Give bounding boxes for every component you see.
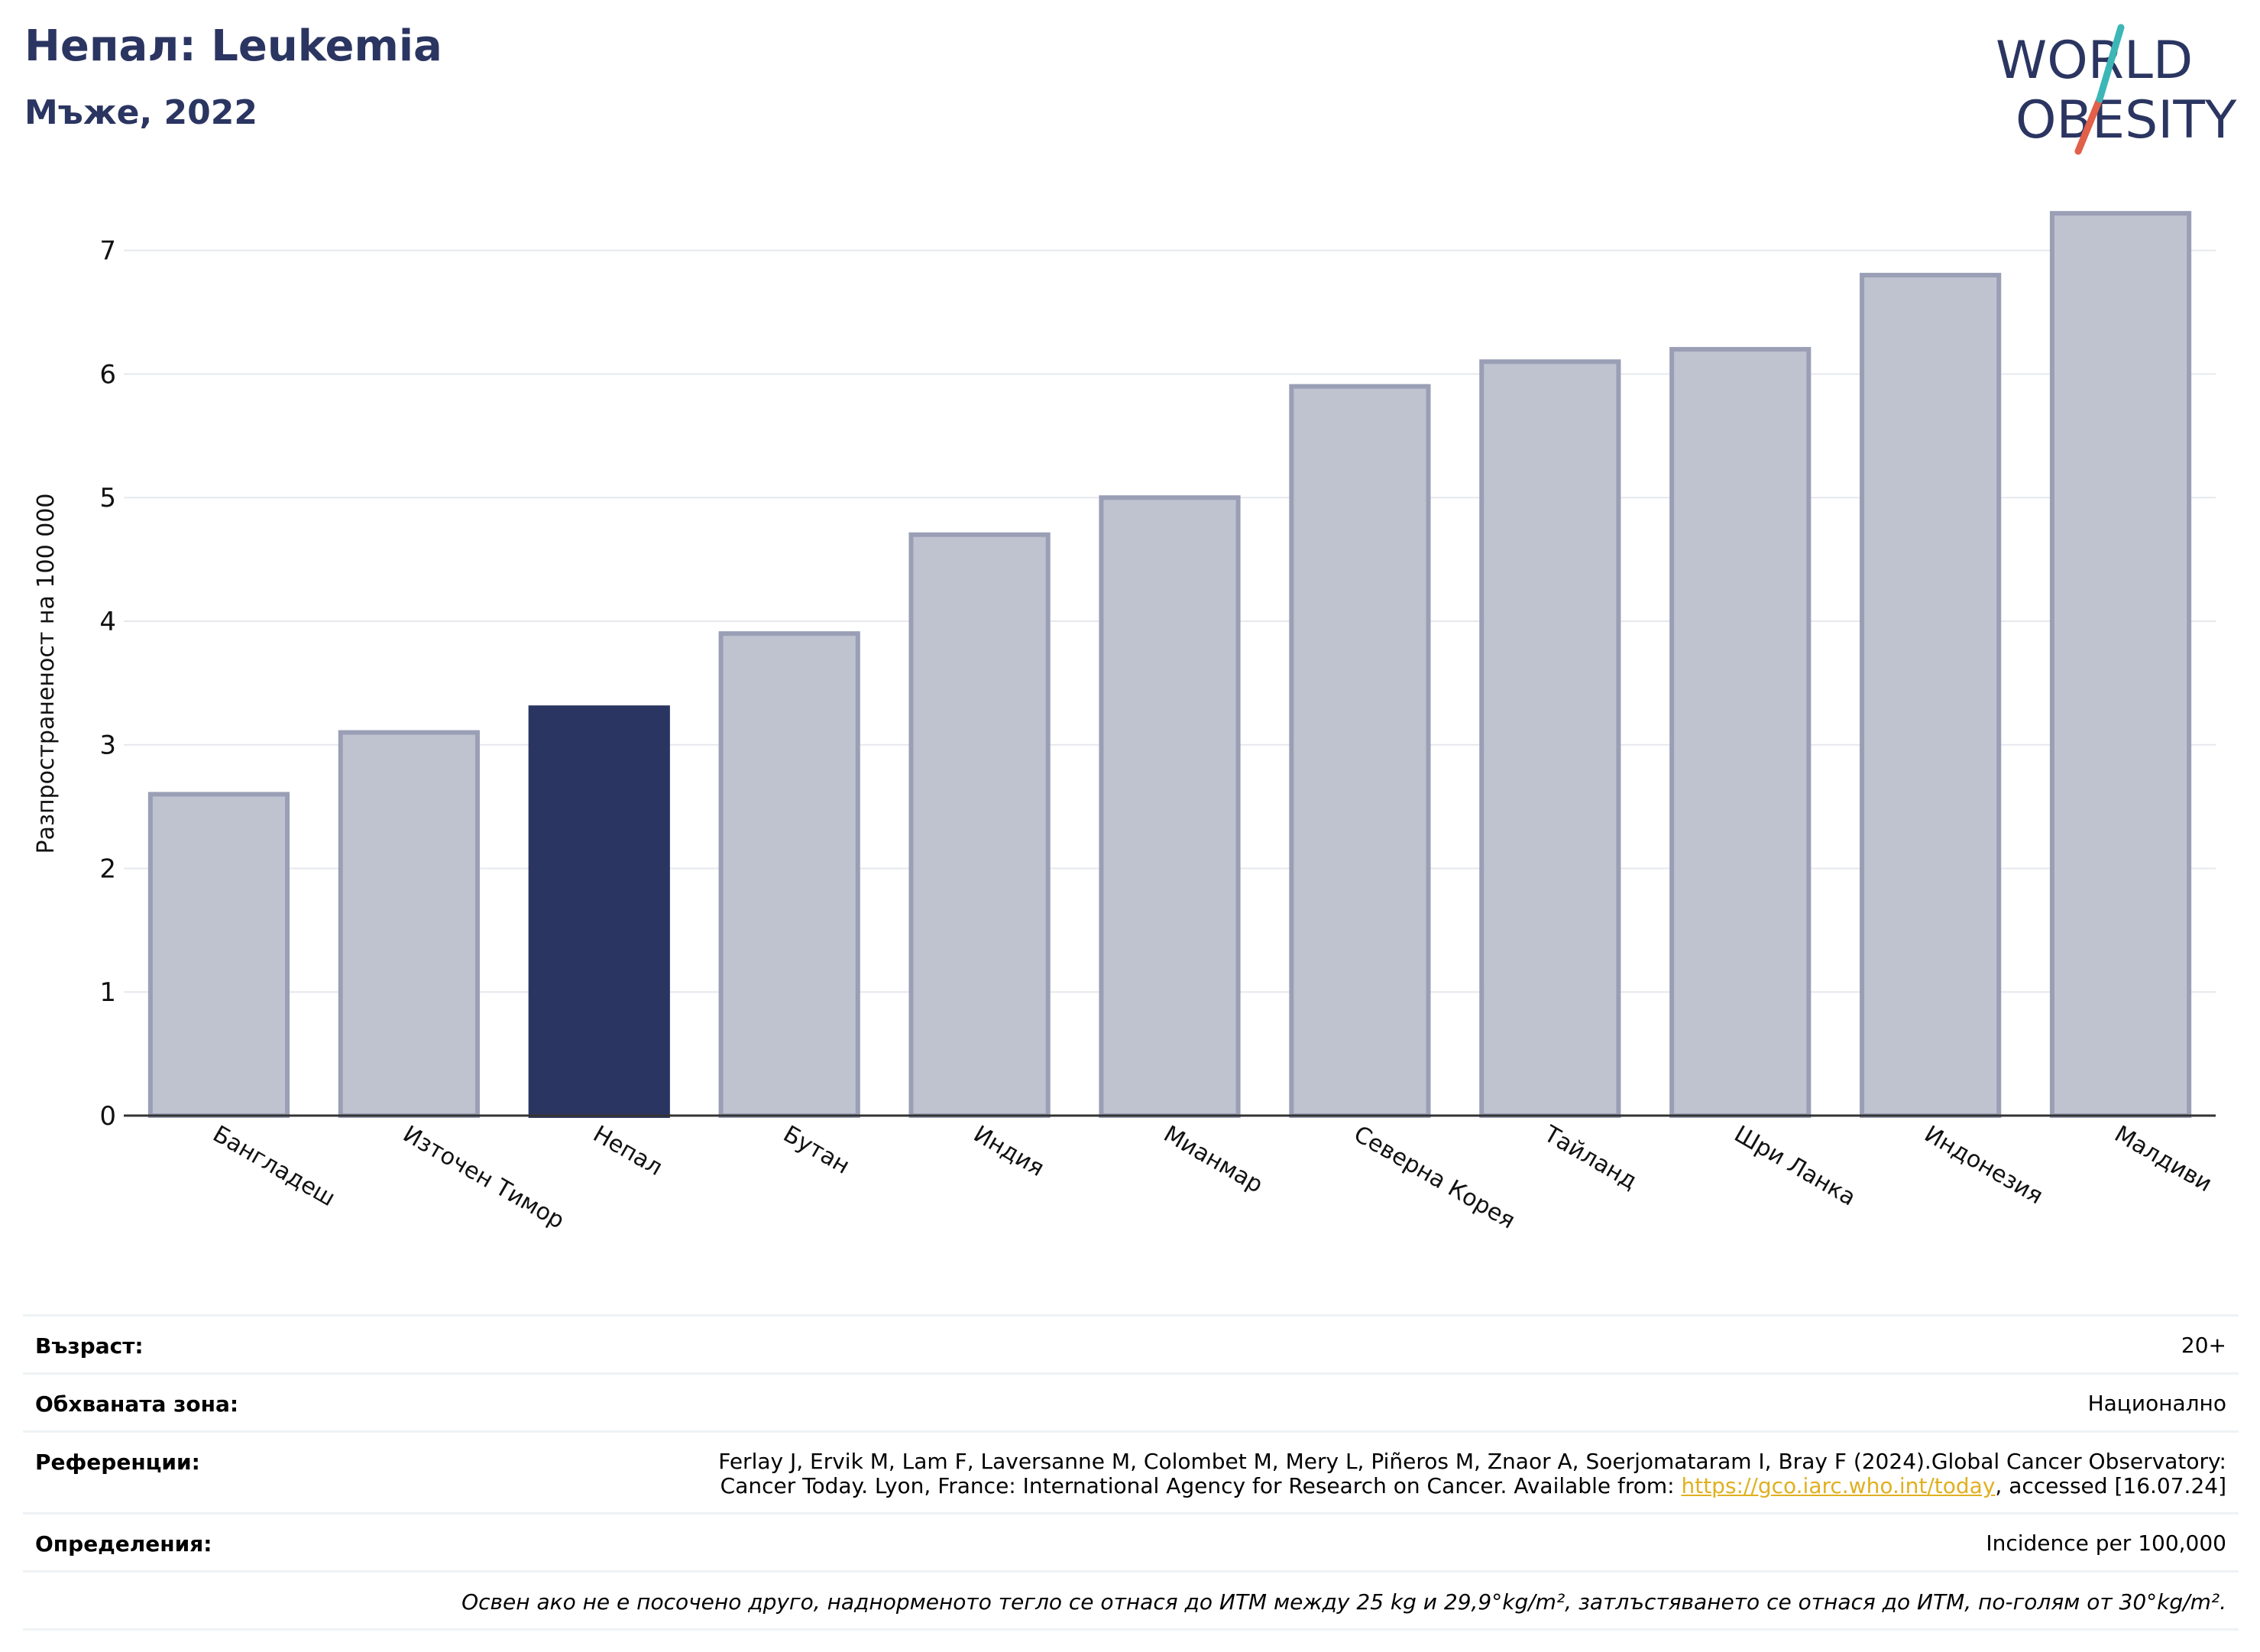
meta-row-age: Възраст: 20+: [23, 1314, 2239, 1372]
bar-5: [1099, 495, 1241, 1119]
coverage-value: Национално: [2087, 1391, 2226, 1416]
bar-3: [718, 631, 860, 1118]
meta-row-definitions: Определения: Incidence per 100,000: [23, 1512, 2239, 1570]
bar-chart: 0 1 2 3 4 5 6 7 Бангладеш Източен Тимор Непал Бута…: [33, 211, 2216, 1235]
y-axis-ticks: 0 1 2 3 4 5 6 7: [99, 236, 116, 1132]
definitions-label: Определения:: [35, 1531, 212, 1557]
definitions-value: Incidence per 100,000: [1986, 1531, 2226, 1556]
y-tick-label-2: 2: [99, 854, 116, 884]
chart-title: Непал: Leukemia: [24, 21, 442, 71]
y-tick-label-1: 1: [99, 977, 116, 1008]
x-tick-label-7: Тайланд: [1539, 1120, 1642, 1195]
x-tick-label-9: Индонезия: [1920, 1121, 2048, 1210]
bar-9: [1860, 273, 2002, 1118]
references-line2-pre: Cancer Today. Lyon, France: Internationa…: [720, 1473, 1682, 1499]
metadata-table: Възраст: 20+ Обхваната зона: Национално …: [23, 1314, 2239, 1631]
y-tick-label-7: 7: [99, 236, 116, 267]
references-line2-post: , accessed [16.07.24]: [1995, 1473, 2226, 1499]
x-tick-label-3: Бутан: [779, 1121, 854, 1180]
chart-subtitle: Мъже, 2022: [24, 93, 257, 132]
y-tick-label-6: 6: [99, 359, 116, 390]
x-tick-label-6: Северна Корея: [1349, 1121, 1520, 1235]
meta-row-references: Референции: Ferlay J, Ervik M, Lam F, La…: [23, 1430, 2239, 1512]
age-label: Възраст:: [35, 1333, 144, 1359]
bar-4: [908, 532, 1051, 1119]
bar-1: [338, 730, 480, 1119]
x-tick-label-10: Малдиви: [2110, 1121, 2216, 1198]
meta-row-coverage: Обхваната зона: Национално: [23, 1372, 2239, 1430]
bar-2: [528, 705, 670, 1118]
x-tick-label-5: Мианмар: [1159, 1121, 1268, 1199]
x-tick-label-2: Непал: [588, 1121, 667, 1181]
references-link[interactable]: https://gco.iarc.who.int/today: [1681, 1473, 1996, 1499]
bar-7: [1479, 359, 1621, 1118]
x-axis-labels: Бангладеш Източен Тимор Непал Бутан Индия Миа…: [208, 1120, 2216, 1235]
meta-row-note: Освен ако не е посочено друго, наднормен…: [23, 1570, 2239, 1631]
bar-0: [147, 792, 290, 1118]
coverage-label: Обхваната зона:: [35, 1391, 239, 1417]
age-value: 20+: [2181, 1333, 2226, 1358]
y-tick-label-3: 3: [99, 730, 116, 761]
references-label: Референции:: [35, 1450, 200, 1475]
bar-6: [1289, 384, 1431, 1118]
y-tick-label-4: 4: [99, 607, 116, 637]
logo-word-world: WORLD: [1996, 31, 2193, 91]
bar-8: [1669, 347, 1812, 1118]
bars: [147, 211, 2192, 1119]
bar-10: [2049, 211, 2192, 1119]
logo-word-obesity: OBESITY: [2016, 90, 2237, 151]
references-line1: Ferlay J, Ervik M, Lam F, Laversanne M, …: [718, 1449, 2226, 1474]
x-tick-label-8: Шри Ланка: [1730, 1121, 1860, 1212]
y-tick-label-0: 0: [99, 1101, 116, 1132]
world-obesity-logo: WORLD OBESITY: [1996, 24, 2237, 155]
x-tick-label-1: Източен Тимор: [398, 1121, 568, 1235]
y-tick-label-5: 5: [99, 483, 116, 513]
x-tick-label-0: Бангладеш: [208, 1121, 339, 1213]
y-axis-label: Разпространеност на 100 000: [33, 494, 60, 854]
x-tick-label-4: Индия: [969, 1121, 1048, 1182]
footnote: Освен ако не е посочено друго, наднормен…: [461, 1589, 2226, 1615]
references-value: Ferlay J, Ervik M, Lam F, Laversanne M, …: [718, 1449, 2226, 1499]
